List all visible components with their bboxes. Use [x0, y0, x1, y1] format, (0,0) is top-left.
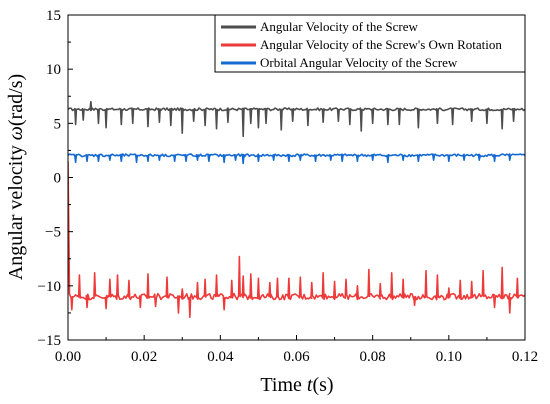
- series-line-3: [68, 153, 525, 165]
- series-line-1: [68, 100, 525, 138]
- series-layer: [68, 100, 525, 319]
- x-tick-label: 0.08: [360, 349, 386, 365]
- legend-box: [214, 14, 526, 73]
- series-line-2: [68, 161, 525, 319]
- x-tick-label: 0.06: [283, 349, 310, 365]
- x-tick-label: 0.02: [131, 349, 157, 365]
- y-tick-label: 0: [54, 171, 62, 187]
- y-tick-label: −10: [38, 279, 61, 295]
- y-axis-title: Angular velocity ω(rad/s): [5, 74, 27, 280]
- y-tick-label: 5: [54, 116, 62, 132]
- y-tick-label: 15: [46, 8, 61, 24]
- x-tick-label: 0.10: [436, 349, 462, 365]
- y-tick-label: −5: [45, 225, 61, 241]
- x-axis-title: Time t(s): [260, 374, 333, 396]
- y-tick-label: −15: [38, 333, 61, 349]
- legend-label-series-2: Angular Velocity of the Screw's Own Rota…: [260, 37, 502, 52]
- y-tick-label: 10: [46, 62, 61, 78]
- legend-label-series-3: Orbital Angular Velocity of the Screw: [260, 55, 458, 70]
- x-tick-label: 0.00: [55, 349, 81, 365]
- x-tick-label: 0.12: [512, 349, 538, 365]
- legend: Angular Velocity of the Screw Angular Ve…: [214, 14, 526, 73]
- x-tick-label: 0.04: [207, 349, 234, 365]
- legend-label-series-1: Angular Velocity of the Screw: [260, 19, 418, 34]
- tick-layer: 0.00 0.02 0.04 0.06 0.08 0.10 0.12 −15 −10 −5 0 5 10…: [38, 8, 539, 365]
